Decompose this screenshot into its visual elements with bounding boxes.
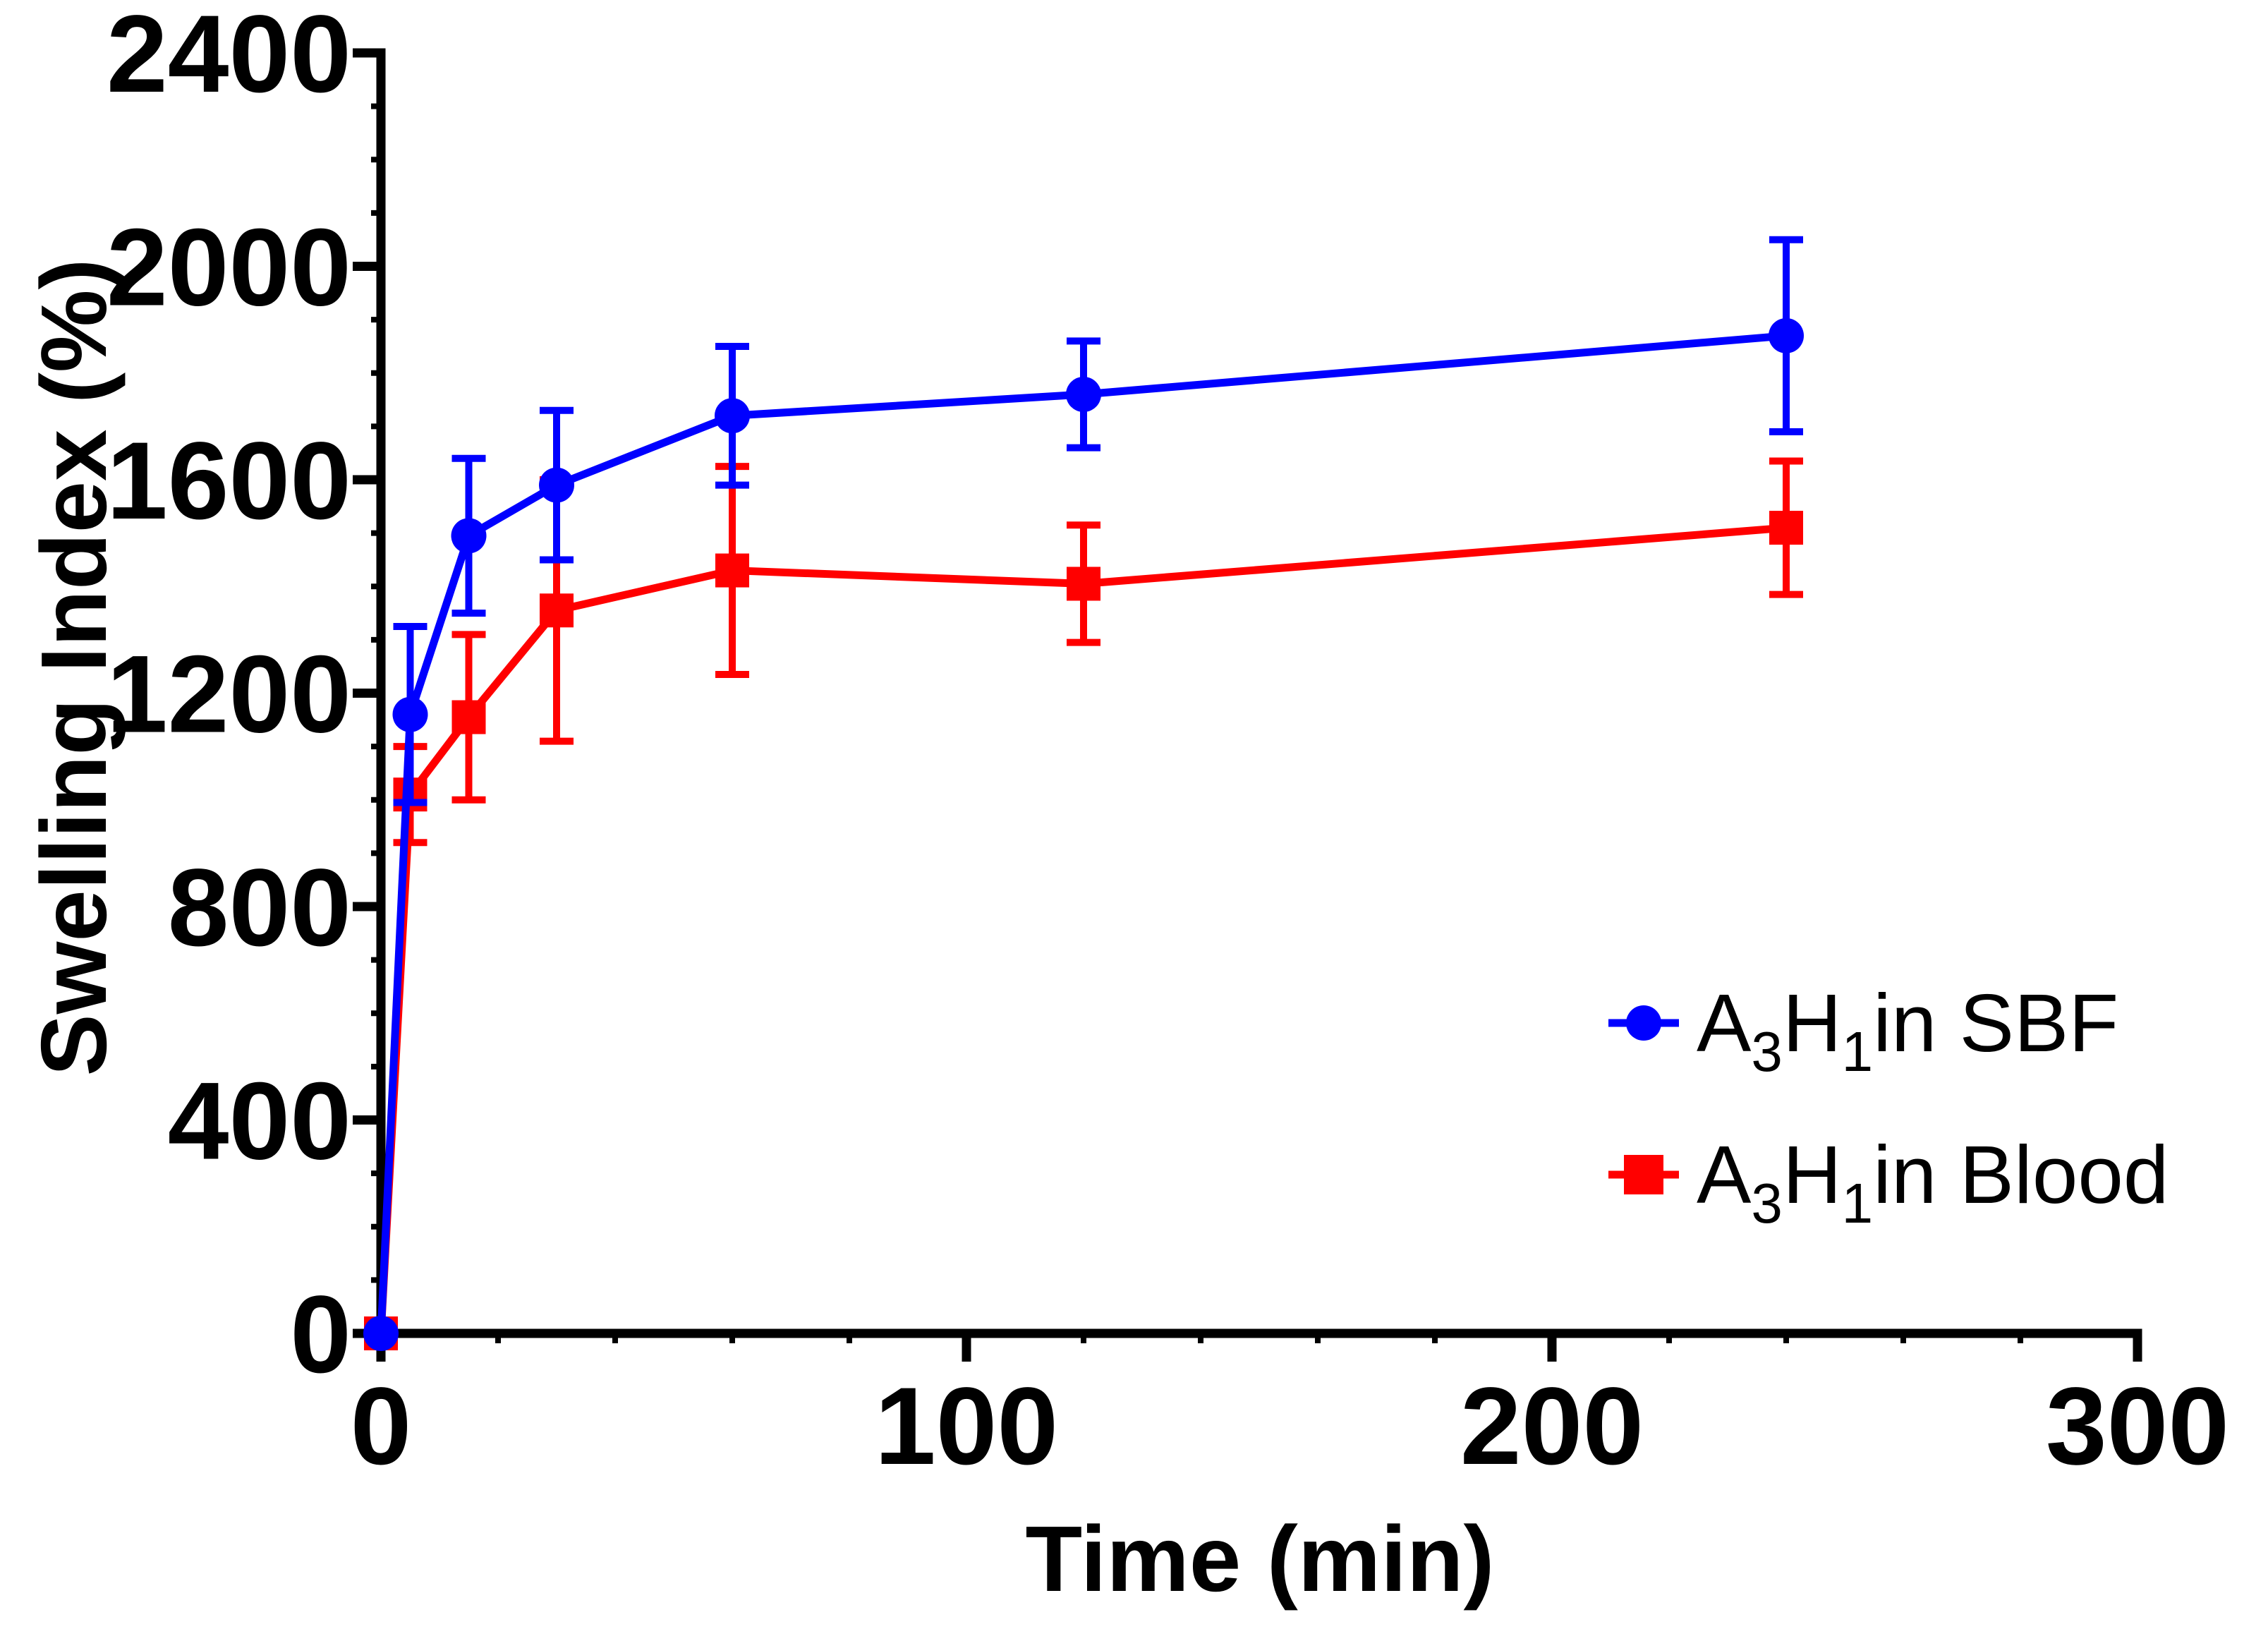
series-sbf — [363, 236, 1804, 1351]
legend-label-sbf: A3H1in SBF — [1697, 977, 2118, 1083]
data-point-sbf — [715, 398, 750, 434]
data-point-blood — [715, 553, 749, 588]
data-point-blood — [451, 700, 486, 734]
y-tick-label: 2000 — [107, 207, 351, 329]
y-tick-label: 800 — [168, 847, 351, 969]
data-point-blood — [540, 593, 574, 628]
legend-item-blood: A3H1in Blood — [1608, 1129, 2169, 1235]
data-point-sbf — [451, 518, 487, 554]
data-point-sbf — [1066, 377, 1101, 412]
series-line-sbf — [377, 332, 1787, 1334]
legend: A3H1in SBF A3H1in Blood — [1608, 977, 2169, 1235]
y-tick-label: 2400 — [107, 0, 351, 116]
x-tick-label: 0 — [351, 1365, 412, 1488]
x-tick-label: 100 — [875, 1365, 1058, 1488]
legend-marker-sbf — [1626, 1005, 1661, 1041]
legend-label-blood: A3H1in Blood — [1697, 1129, 2169, 1235]
x-axis-title: Time (min) — [1026, 1507, 1495, 1611]
y-tick-label: 1200 — [107, 634, 351, 756]
data-point-blood — [1067, 567, 1100, 601]
series-layer — [363, 236, 1804, 1351]
y-tick-label: 0 — [290, 1273, 351, 1396]
data-point-sbf — [392, 696, 428, 732]
y-tick-label: 400 — [168, 1060, 351, 1183]
y-axis-title: Swelling Index (%) — [22, 259, 126, 1077]
series-blood — [364, 457, 1803, 1350]
data-point-sbf — [539, 467, 574, 503]
data-point-blood — [1769, 511, 1803, 545]
x-tick-label: 200 — [1460, 1365, 1644, 1488]
labels-layer: Time (min) Swelling Index (%) — [22, 259, 1494, 1611]
legend-marker-blood — [1624, 1155, 1663, 1194]
y-tick-label: 1600 — [107, 420, 351, 543]
data-point-sbf — [363, 1316, 399, 1351]
data-point-sbf — [1769, 317, 1804, 353]
legend-item-sbf: A3H1in SBF — [1608, 977, 2118, 1083]
x-tick-label: 300 — [2046, 1365, 2229, 1488]
axes-layer: 0 400 800 1200 1600 2000 2400 0 100 200 300 — [107, 0, 2229, 1488]
series-line-blood — [377, 523, 1787, 1334]
